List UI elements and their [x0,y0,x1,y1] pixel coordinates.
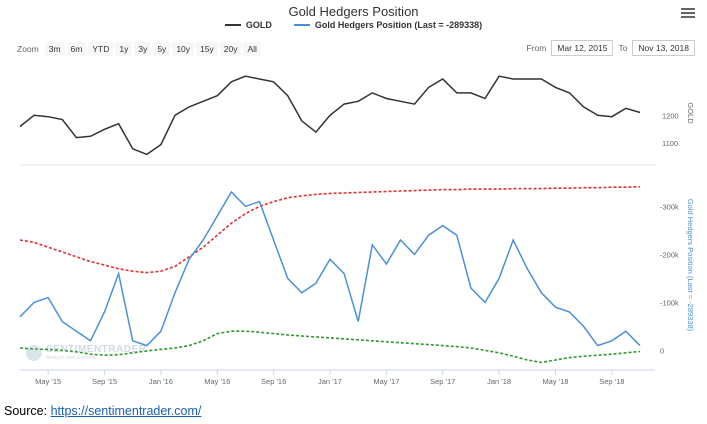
hamburger-menu-icon[interactable] [681,6,695,20]
from-label: From [526,43,547,53]
legend-line-hedgers [293,24,310,26]
source-label: Source: [4,404,48,418]
legend-label-hedgers: Gold Hedgers Position (Last = -289338) [314,20,483,30]
zoom-1y-button[interactable]: 1y [115,42,133,56]
source-line: Source: https://sentimentrader.com/ [4,404,201,418]
zoom-label: Zoom [17,44,39,54]
zoom-3m-button[interactable]: 3m [44,42,65,56]
hedgers-y-tick-label: -200k [660,250,679,259]
upper-band-line [19,185,641,274]
x-tick-label: Jan '18 [487,377,511,386]
chart-title: Gold Hedgers Position [288,4,419,19]
hedgers-y-tick-label: -300k [660,202,679,211]
watermark-logo: SENTIMENTRADER Analysis over Emotion [26,344,146,361]
x-tick-label: Jan '16 [149,377,173,386]
legend: GOLD Gold Hedgers Position (Last = -2893… [0,20,707,30]
chart-plot: 1200 1100 GOLD -300k -200k -100k 0 Gold Hedgers… [19,75,695,386]
x-tick-label: Sep '18 [599,377,624,386]
gold-axis-title: GOLD [686,102,695,124]
zoom-bar: Zoom 3m 6m YTD 1y 3y 5y 10y 15y 20y All [17,42,261,56]
zoom-15y-button[interactable]: 15y [196,42,218,56]
watermark-tagline: Analysis over Emotion [46,355,96,361]
zoom-20y-button[interactable]: 20y [219,42,242,56]
zoom-10y-button[interactable]: 10y [172,42,195,56]
legend-item-hedgers[interactable]: Gold Hedgers Position (Last = -289338) [293,20,483,30]
zoom-5y-button[interactable]: 5y [153,42,171,56]
legend-label-gold: GOLD [245,20,272,30]
gold-y-tick-label: 1200 [662,111,679,120]
x-tick-label: Jan '17 [318,377,342,386]
to-date-input[interactable]: Nov 13, 2018 [632,40,695,56]
gold-y-tick-label: 1100 [662,139,678,148]
hedgers-series-line [19,190,641,347]
x-tick-label: May '17 [373,377,399,386]
zoom-6m-button[interactable]: 6m [66,42,87,56]
x-tick-label: May '16 [204,377,230,386]
gold-series-line [19,75,641,156]
zoom-ytd-button[interactable]: YTD [88,42,114,56]
x-tick-label: Sep '16 [261,377,286,386]
x-tick-label: Sep '15 [92,377,117,386]
x-tick-label: May '18 [542,377,568,386]
source-link[interactable]: https://sentimentrader.com/ [50,404,202,418]
hedgers-y-tick-label: 0 [660,346,664,355]
to-label: To [618,43,628,53]
legend-line-gold [224,24,241,26]
legend-item-gold[interactable]: GOLD [224,20,272,30]
x-tick-label: May '15 [35,377,61,386]
chart-container: Gold Hedgers Position GOLD Gold Hedgers … [0,4,707,386]
x-tick-label: Sep '17 [430,377,455,386]
hedgers-y-tick-label: -100k [660,298,679,307]
zoom-3y-button[interactable]: 3y [134,42,152,56]
date-range: From Mar 12, 2015 To Nov 13, 2018 [526,40,695,56]
from-date-input[interactable]: Mar 12, 2015 [551,40,614,56]
zoom-all-button[interactable]: All [243,42,261,56]
watermark-icon [26,344,42,361]
hedgers-axis-title: Gold Hedgers Position (Last = -289338) [686,199,695,332]
lower-band-line [19,330,641,364]
watermark-name: SENTIMENTRADER [46,344,147,355]
